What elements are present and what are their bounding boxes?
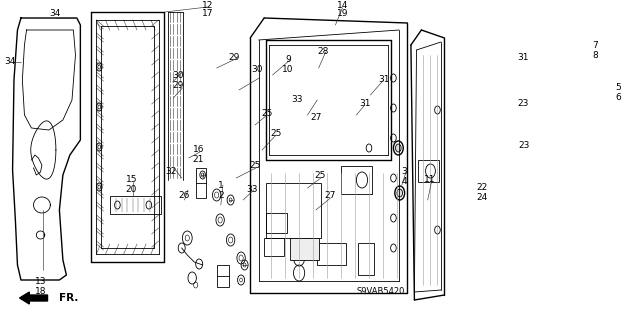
- Text: 13: 13: [35, 278, 46, 286]
- Text: 31: 31: [517, 54, 529, 63]
- Text: 28: 28: [317, 48, 328, 56]
- Text: 11: 11: [424, 175, 436, 184]
- Text: 32: 32: [166, 167, 177, 176]
- Text: 25: 25: [270, 130, 282, 138]
- FancyArrow shape: [20, 292, 47, 304]
- Text: 8: 8: [593, 50, 598, 60]
- Bar: [418, 160, 439, 182]
- Text: 23: 23: [518, 140, 530, 150]
- Text: 30: 30: [172, 71, 184, 80]
- Text: S9VAB5420: S9VAB5420: [356, 287, 404, 296]
- Text: 21: 21: [193, 155, 204, 165]
- Text: 6: 6: [616, 93, 621, 102]
- Text: FR.: FR.: [60, 293, 79, 303]
- Text: 27: 27: [325, 190, 336, 199]
- Text: 20: 20: [125, 186, 137, 195]
- Text: 9: 9: [285, 56, 291, 64]
- Text: 34: 34: [49, 10, 60, 19]
- Text: 31: 31: [360, 100, 371, 108]
- Text: 25: 25: [250, 160, 260, 169]
- Bar: [266, 213, 287, 233]
- Bar: [358, 243, 374, 275]
- Bar: [290, 238, 319, 260]
- Text: 34: 34: [4, 57, 15, 66]
- Bar: [216, 265, 229, 287]
- Text: 23: 23: [517, 100, 529, 108]
- Bar: [196, 168, 206, 198]
- Text: 26: 26: [179, 190, 190, 199]
- Text: 25: 25: [314, 170, 326, 180]
- Text: 16: 16: [193, 145, 204, 154]
- Bar: [341, 166, 372, 194]
- Text: 2: 2: [218, 190, 223, 199]
- Text: 17: 17: [202, 10, 213, 19]
- Bar: [264, 238, 284, 256]
- Bar: [111, 196, 161, 214]
- Text: 24: 24: [476, 194, 487, 203]
- Text: 4: 4: [401, 177, 407, 187]
- Text: 29: 29: [228, 54, 240, 63]
- Text: 10: 10: [282, 65, 294, 75]
- Text: 19: 19: [337, 10, 348, 19]
- Text: 33: 33: [246, 186, 257, 195]
- Text: 15: 15: [125, 175, 137, 184]
- Text: 5: 5: [616, 84, 621, 93]
- Circle shape: [396, 144, 401, 152]
- Text: 25: 25: [261, 109, 273, 118]
- Circle shape: [397, 189, 403, 197]
- Text: 1: 1: [218, 181, 224, 189]
- Text: 7: 7: [593, 41, 598, 49]
- Text: 14: 14: [337, 2, 348, 11]
- Text: 30: 30: [252, 65, 263, 75]
- Text: 29: 29: [173, 81, 184, 91]
- Text: 18: 18: [35, 287, 46, 296]
- Text: 22: 22: [476, 183, 487, 192]
- Text: 31: 31: [379, 76, 390, 85]
- Text: 12: 12: [202, 2, 213, 11]
- Text: 3: 3: [401, 167, 407, 176]
- Text: 27: 27: [310, 114, 321, 122]
- Bar: [317, 243, 346, 265]
- Bar: [266, 183, 321, 238]
- Text: 33: 33: [291, 95, 303, 105]
